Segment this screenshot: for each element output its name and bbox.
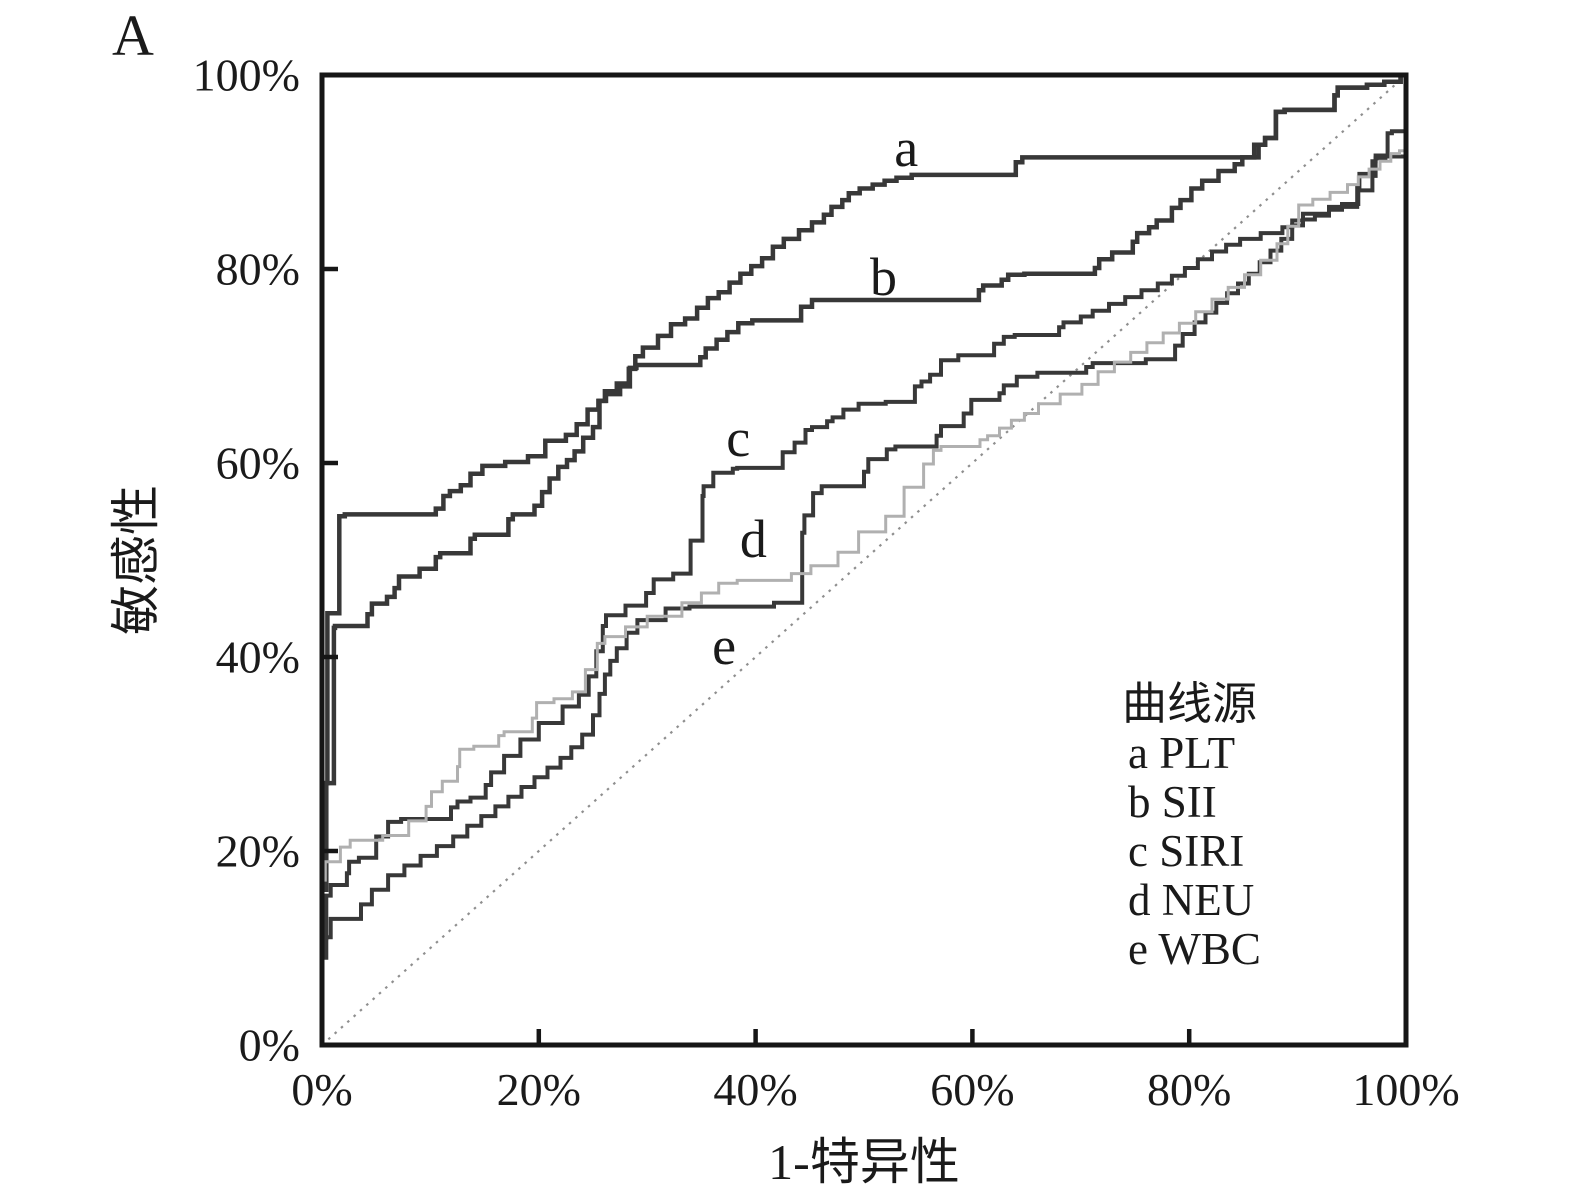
curve-label-e: e <box>712 616 737 677</box>
legend-item-c: c SIRI <box>1122 827 1261 876</box>
curve-label-a: a <box>894 117 919 178</box>
curve-label-c: c <box>726 407 751 468</box>
x-tick-label-20: 20% <box>496 1064 581 1115</box>
x-tick-label-60: 60% <box>930 1064 1015 1115</box>
y-tick-label-60: 60% <box>215 437 300 489</box>
y-tick-label-100: 100% <box>192 49 300 101</box>
x-axis-title: 1-特异性 <box>768 1134 960 1190</box>
y-tick-label-0: 0% <box>238 1019 300 1071</box>
legend-item-key: a <box>1128 728 1148 778</box>
y-tick-label-80: 80% <box>215 243 300 295</box>
panel-label: A <box>112 3 155 68</box>
legend-rows: a PLT b SII c SIRI d NEU e WBC <box>1122 729 1261 974</box>
legend-item-e: e WBC <box>1122 925 1261 974</box>
legend-item-label: PLT <box>1159 728 1236 778</box>
y-tick-label-20: 20% <box>215 825 300 877</box>
legend-item-a: a PLT <box>1122 729 1261 778</box>
curve-label-b: b <box>870 246 897 307</box>
plot-frame <box>319 72 1409 1048</box>
legend-item-key: b <box>1128 777 1151 827</box>
x-tick-label-100: 100% <box>1352 1064 1460 1115</box>
legend-item-key: d <box>1128 875 1151 925</box>
legend-item-label: SIRI <box>1159 826 1245 876</box>
roc-curve-c-siri <box>322 75 1406 1045</box>
roc-curve-a-plt <box>322 75 1406 1045</box>
legend-item-label: SII <box>1161 777 1217 827</box>
legend-title: 曲线源 <box>1122 679 1258 729</box>
legend-item-label: WBC <box>1158 924 1261 974</box>
legend-item-b: b SII <box>1122 778 1261 827</box>
y-tick-label-40: 40% <box>215 631 300 683</box>
roc-curve-b-sii <box>322 75 1406 1045</box>
legend-item-key: c <box>1128 826 1148 876</box>
x-tick-label-40: 40% <box>713 1064 798 1115</box>
curve-label-d: d <box>739 508 767 569</box>
legend-item-key: e <box>1128 924 1148 974</box>
x-tick-label-0: 0% <box>291 1064 353 1115</box>
y-axis-title: 敏感性 <box>108 485 164 635</box>
legend-item-d: d NEU <box>1122 876 1261 925</box>
roc-curve-e-wbc <box>322 75 1406 1045</box>
legend: 曲线源 a PLT b SII c SIRI d NEU e WBC <box>1122 680 1261 974</box>
roc-curve-d-neu <box>322 75 1406 1045</box>
legend-item-label: NEU <box>1161 875 1255 925</box>
x-tick-label-80: 80% <box>1147 1064 1232 1115</box>
